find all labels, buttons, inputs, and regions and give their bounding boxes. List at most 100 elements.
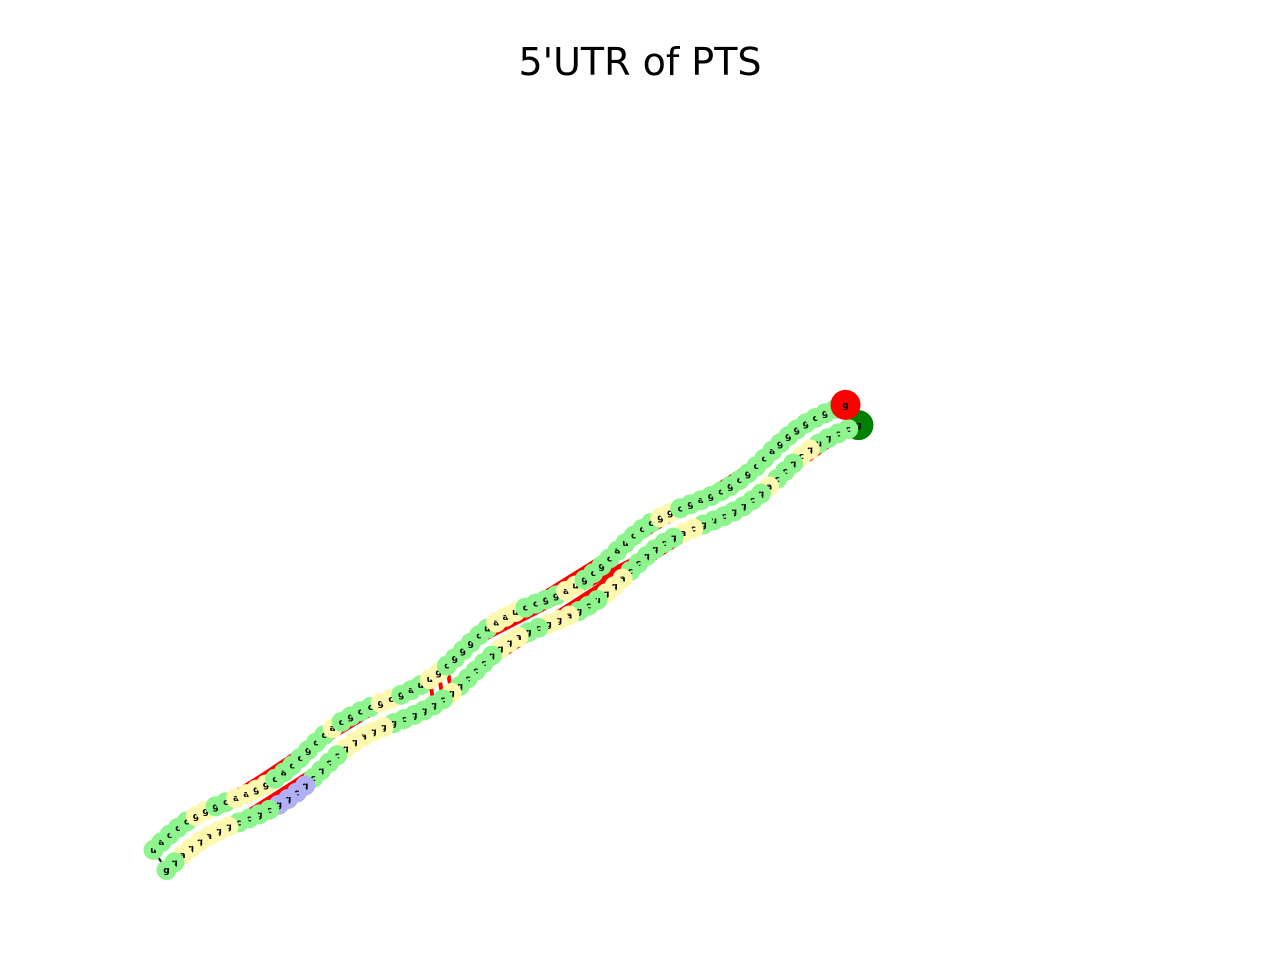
nucleotide-letter: a	[179, 851, 185, 861]
nucleotide-letter: g	[553, 591, 559, 601]
nucleotide-letter: g	[598, 562, 604, 572]
nucleotide-letter: u	[484, 625, 490, 635]
nucleotide-letter: u	[622, 539, 628, 549]
nucleotide-letter: g	[731, 508, 737, 518]
nucleotide-letter: c	[754, 462, 759, 472]
nucleotide-letter: g	[263, 781, 269, 791]
nucleotide-letter: a	[330, 724, 336, 734]
nucleotide-letter: a	[563, 587, 569, 597]
nucleotide-letter: g	[855, 421, 861, 431]
nucleotide-letter: g	[378, 699, 384, 709]
nucleotide-stem: g	[156, 860, 177, 881]
nucleotide-letter: c	[691, 524, 696, 534]
nucleotide-letter: c	[358, 707, 363, 717]
nucleotide-letter: a	[566, 612, 572, 622]
nucleotide-letter: a	[516, 633, 522, 643]
nucleotide-letter: g	[193, 812, 199, 822]
nucleotide-letter: g	[188, 844, 194, 854]
nucleotide-letter: c	[326, 759, 331, 769]
nucleotide-letter: g	[777, 439, 783, 449]
nucleotide-letter: c	[782, 467, 787, 477]
nucleotide-letter: g	[745, 469, 751, 479]
nucleotide-letter: c	[236, 818, 241, 828]
nucleotide-letter: g	[700, 520, 706, 530]
nucleotide-letter: g	[603, 589, 609, 599]
diagram-title: 5'UTR of PTS	[518, 40, 762, 84]
nucleotide-letter: c	[586, 602, 591, 612]
nucleotide-letter: g	[411, 711, 417, 721]
nucleotide-letter: c	[298, 754, 303, 764]
nucleotide-letter: g	[448, 689, 454, 699]
nucleotide-marker	[830, 389, 861, 420]
nucleotide-letter: a	[206, 832, 212, 842]
nucleotide-letter: g	[348, 712, 354, 722]
nucleotide-letter: c	[339, 718, 344, 728]
nucleotide-letter: g	[727, 482, 733, 492]
nucleotide-letter: g	[342, 744, 348, 754]
nucleotide-letter: c	[631, 532, 636, 542]
nucleotide-letter: g	[807, 446, 813, 456]
nucleotide-letter: g	[667, 509, 673, 519]
nucleotide-letter: c	[223, 798, 228, 808]
nucleotide-letter: u	[150, 846, 156, 856]
nucleotide-letter: g	[803, 419, 809, 429]
nucleotide-layer: gccgugcgccagcggcugcagcggccaggucgaggcgagg…	[143, 389, 874, 881]
nucleotide-letter: g	[556, 616, 562, 626]
nucleotide-letter: g	[785, 432, 791, 442]
nucleotide-letter: c	[272, 775, 277, 785]
nucleotide-letter: u	[594, 596, 600, 606]
nucleotide-letter: c	[465, 674, 470, 684]
nucleotide-letter: g	[545, 620, 551, 630]
nucleotide-letter: a	[620, 575, 626, 585]
nucleotide-letter: g	[708, 492, 714, 502]
nucleotide-letter: g	[657, 513, 663, 523]
nucleotide-letter: g	[468, 639, 474, 649]
nucleotide-letter: c	[762, 455, 767, 465]
nucleotide-letter: g	[435, 669, 441, 679]
nucleotide-letter: a	[769, 447, 775, 457]
nucleotide-letter: c	[368, 703, 373, 713]
nucleotide-letter: c	[648, 519, 653, 529]
nucleotide-letter: g	[380, 723, 386, 733]
nucleotide-letter: c	[473, 667, 478, 677]
nucleotide-letter: g	[398, 691, 404, 701]
nucleotide-letter: g	[543, 596, 549, 606]
nucleotide-letter: a	[281, 768, 287, 778]
nucleotide-letter: g	[506, 639, 512, 649]
nucleotide-letter: a	[680, 529, 686, 539]
nucleotide-letter: a	[408, 686, 414, 696]
nucleotide-letter: g	[390, 719, 396, 729]
nucleotide-letter: c	[311, 774, 316, 784]
nucleotide-letter: u	[512, 608, 518, 618]
nucleotide-letter: g	[452, 654, 458, 664]
nucleotide-letter: c	[533, 600, 538, 610]
nucleotide-letter: g	[740, 502, 746, 512]
nucleotide-letter: g	[171, 858, 177, 868]
nucleotide-letter: c	[607, 554, 612, 564]
nucleotide-letter: g	[351, 738, 357, 748]
nucleotide-letter: c	[184, 817, 189, 827]
nucleotide-letter: a	[493, 618, 499, 628]
nucleotide-letter: g	[256, 810, 262, 820]
nucleotide-letter: g	[581, 576, 587, 586]
nucleotide-letter: c	[636, 559, 641, 569]
nucleotide-letter: g	[611, 582, 617, 592]
nucleotide-marker	[156, 860, 177, 881]
nucleotide-letter: g	[794, 425, 800, 435]
nucleotide-letter: a	[503, 613, 509, 623]
nucleotide-letter: g	[318, 766, 324, 776]
nucleotide-letter: c	[813, 414, 818, 424]
nucleotide-letter: g	[285, 795, 291, 805]
nucleotide-letter: c	[628, 567, 633, 577]
nucleotide-letter: u	[427, 675, 433, 685]
nucleotide-letter: g	[212, 802, 218, 812]
nucleotide-letter: g	[276, 801, 282, 811]
nucleotide-letter: a	[233, 794, 239, 804]
nucleotide-letter: g	[305, 746, 311, 756]
nucleotide-letter: c	[313, 738, 318, 748]
nucleotide-letter: g	[652, 545, 658, 555]
nucleotide-letter: u	[816, 439, 822, 449]
nucleotide-letter: u	[711, 516, 717, 526]
nucleotide-letter: c	[678, 504, 683, 514]
nucleotide-letter: g	[163, 866, 169, 876]
